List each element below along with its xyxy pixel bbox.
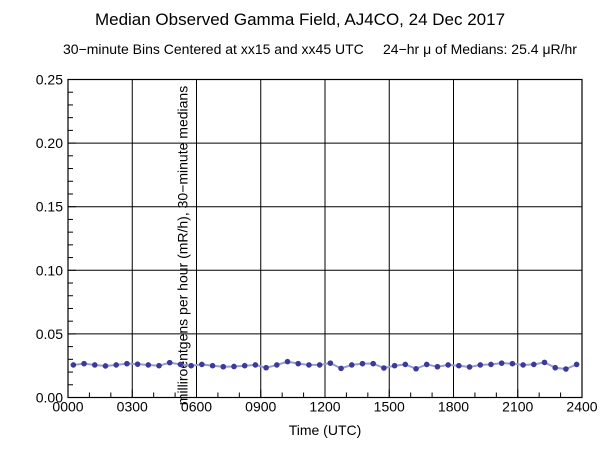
data-point <box>316 362 323 368</box>
data-point <box>177 361 184 368</box>
data-point <box>156 362 162 369</box>
data-point <box>563 366 569 372</box>
x-tick-label: 0600 <box>181 399 212 415</box>
data-point <box>295 360 302 367</box>
data-point <box>263 364 269 371</box>
data-point <box>402 361 409 368</box>
data-point <box>520 362 526 368</box>
x-tick-label: 1800 <box>438 399 469 415</box>
data-point <box>552 364 559 371</box>
data-point <box>391 362 398 369</box>
data-point <box>70 362 77 368</box>
x-tick-label: 2400 <box>566 399 597 415</box>
data-point <box>274 362 280 368</box>
data-point <box>359 360 366 367</box>
y-tick-label: 0.25 <box>36 72 63 88</box>
data-point <box>284 358 291 365</box>
data-point <box>509 360 516 367</box>
data-point <box>91 362 98 368</box>
data-point <box>423 361 430 368</box>
data-point <box>113 362 119 368</box>
data-point <box>434 363 441 370</box>
x-tick-label: 0900 <box>245 399 276 415</box>
data-point <box>209 362 216 369</box>
chart-title: Median Observed Gamma Field, AJ4CO, 24 D… <box>94 10 506 29</box>
data-point <box>231 363 237 370</box>
data-point <box>145 362 152 368</box>
x-tick-label: 0300 <box>117 399 148 415</box>
x-tick-label: 1500 <box>374 399 405 415</box>
data-point <box>445 362 451 368</box>
y-tick-label: 0.15 <box>36 199 63 215</box>
y-tick-label: 0.05 <box>36 326 63 342</box>
x-tick-label: 2100 <box>502 399 533 415</box>
data-point <box>488 361 494 368</box>
data-point <box>252 362 259 368</box>
data-point <box>81 360 87 367</box>
data-point <box>134 361 141 367</box>
data-point <box>573 361 580 368</box>
data-point <box>220 363 227 370</box>
data-point <box>541 359 548 366</box>
data-point <box>166 359 173 366</box>
data-point <box>241 362 248 369</box>
plot-border <box>67 78 583 399</box>
data-point <box>466 364 473 370</box>
data-point <box>348 362 355 368</box>
data-point <box>102 363 109 369</box>
x-axis-label: Time (UTC) <box>288 422 362 438</box>
data-point <box>338 365 344 372</box>
chart-subtitle-bins: 30−minute Bins Centered at xx15 and xx45… <box>63 41 364 57</box>
y-tick-label: 0.10 <box>36 262 63 278</box>
data-point <box>188 362 194 369</box>
data-point <box>370 360 376 367</box>
data-point <box>498 360 505 366</box>
x-tick-label: 0000 <box>52 399 83 415</box>
data-point <box>381 365 387 371</box>
data-point <box>531 361 537 368</box>
data-point <box>327 360 334 366</box>
data-point <box>199 361 205 368</box>
data-point <box>456 362 462 369</box>
x-tick-label: 1200 <box>309 399 340 415</box>
y-tick-label: 0.00 <box>36 390 63 406</box>
data-point <box>124 360 130 367</box>
y-tick-label: 0.20 <box>36 135 63 151</box>
data-point <box>413 365 419 372</box>
chart-subtitle-mean: 24−hr μ of Medians: 25.4 μR/hr <box>383 41 577 57</box>
data-point <box>306 362 312 368</box>
data-point <box>477 362 484 368</box>
